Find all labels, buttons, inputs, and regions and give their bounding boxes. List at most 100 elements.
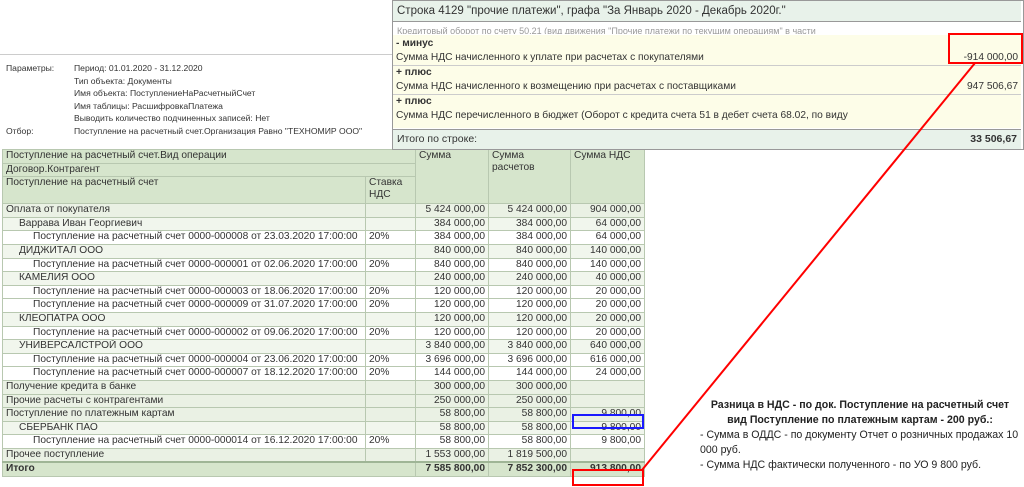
parameter-value: Период: 01.01.2020 - 31.12.2020 <box>74 63 203 73</box>
panel-body: - минус Сумма НДС начисленного к уплате … <box>393 35 1021 128</box>
table-row[interactable]: Прочее поступление 1 553 000,00 1 819 500,… <box>2 447 645 463</box>
report-table: Поступление на расчетный счет.Вид операц… <box>2 148 645 478</box>
row-vat: 20 000,00 <box>570 284 645 300</box>
row-rate: 20% <box>365 325 416 341</box>
row-sum-calc: 58 800,00 <box>488 420 571 436</box>
row-vat: 64 000,00 <box>570 216 645 232</box>
row-name: Поступление на расчетный счет 0000-00000… <box>2 366 366 381</box>
panel-total: Итого по строке: 33 506,67 <box>393 129 1021 149</box>
total-sum: 7 585 800,00 <box>415 461 489 478</box>
row-sum: 300 000,00 <box>415 379 489 395</box>
table-row[interactable]: Поступление на расчетный счет 0000-00000… <box>2 257 645 273</box>
row-sum-calc: 1 819 500,00 <box>488 447 571 463</box>
row-sum-calc: 384 000,00 <box>488 216 571 232</box>
header-vat: Сумма НДС <box>570 148 645 205</box>
row-vat <box>570 393 645 409</box>
header-sum: Сумма <box>415 148 489 205</box>
row-sum: 250 000,00 <box>415 393 489 409</box>
row-sum-calc: 3 840 000,00 <box>488 339 571 354</box>
table-row[interactable]: УНИВЕРСАЛСТРОЙ ООО 3 840 000,00 3 840 000,… <box>2 339 645 354</box>
table-row[interactable]: КАМЕЛИЯ ООО 240 000,00 240 000,00 40 000,00 <box>2 271 645 286</box>
row-sum-calc: 120 000,00 <box>488 325 571 341</box>
row-sum: 120 000,00 <box>415 298 489 313</box>
row-rate <box>365 216 416 232</box>
plus1-value: 947 506,67 <box>967 81 1018 92</box>
row-rate <box>365 447 416 463</box>
row-vat: 40 000,00 <box>570 271 645 286</box>
row-vat <box>570 447 645 463</box>
row-name: Варрава Иван Георгиевич <box>2 216 366 232</box>
row-sum-calc: 144 000,00 <box>488 366 571 381</box>
row-name: КАМЕЛИЯ ООО <box>2 271 366 286</box>
parameter-value: Тип объекта: Документы <box>74 75 172 86</box>
total-sum-calc: 7 852 300,00 <box>488 461 571 478</box>
parameter-row: Имя таблицы: РасшифровкаПлатежа <box>6 101 223 111</box>
row-sum-calc: 120 000,00 <box>488 284 571 300</box>
note-line-2: - Сумма НДС фактически полученного - по … <box>700 459 982 471</box>
parameter-row: Отбор: Поступление на расчетный счет.Орга… <box>6 126 362 136</box>
header-document: Поступление на расчетный счет <box>2 176 366 205</box>
row-sum-calc: 120 000,00 <box>488 311 571 327</box>
table-row[interactable]: ДИДЖИТАЛ ООО 840 000,00 840 000,00 140 000,… <box>2 243 645 259</box>
panel-cut-line: Кредитовый оборот по счету 50.21 (вид дв… <box>397 26 816 34</box>
row-name: УНИВЕРСАЛСТРОЙ ООО <box>2 339 366 354</box>
minus-label: - минус <box>396 38 434 49</box>
row-rate <box>365 311 416 327</box>
total-row: Итого 7 585 800,00 7 852 300,00 913 800,00 <box>2 461 645 478</box>
row-sum: 5 424 000,00 <box>415 203 489 218</box>
row-sum: 840 000,00 <box>415 243 489 259</box>
row-sum-calc: 3 696 000,00 <box>488 352 571 368</box>
row-name: СБЕРБАНК ПАО <box>2 420 366 436</box>
row-name: Поступление на расчетный счет 0000-00000… <box>2 230 366 245</box>
row-sum: 58 800,00 <box>415 434 489 449</box>
table-row[interactable]: Поступление на расчетный счет 0000-00000… <box>2 284 645 300</box>
total-value: 33 506,67 <box>970 133 1017 145</box>
header-contractor: Договор.Контрагент <box>2 162 416 178</box>
table-row[interactable]: Варрава Иван Георгиевич 384 000,00 384 000… <box>2 216 645 232</box>
row-name: Поступление на расчетный счет 0000-00001… <box>2 434 366 449</box>
row-vat: 24 000,00 <box>570 366 645 381</box>
row-sum-calc: 58 800,00 <box>488 407 571 422</box>
total-name: Итого <box>2 461 416 478</box>
parameter-value: Поступление на расчетный счет.Организаци… <box>74 126 363 136</box>
row-name: ДИДЖИТАЛ ООО <box>2 243 366 259</box>
row-name: Оплата от покупателя <box>2 203 366 218</box>
plus2-text: Сумма НДС перечисленного в бюджет (Оборо… <box>396 110 848 121</box>
table-row[interactable]: СБЕРБАНК ПАО 58 800,00 58 800,00 9 800,00 <box>2 420 645 436</box>
parameter-row: Параметры: Период: 01.01.2020 - 31.12.202… <box>6 63 203 73</box>
note-line-1: - Сумма в ОДДС - по документу Отчет о ро… <box>700 429 1019 456</box>
row-rate <box>365 407 416 422</box>
table-row[interactable]: Поступление на расчетный счет 0000-00001… <box>2 434 645 449</box>
row-sum: 120 000,00 <box>415 325 489 341</box>
minus-value: -914 000,00 <box>963 52 1018 63</box>
table-row[interactable]: Поступление на расчетный счет 0000-00000… <box>2 230 645 245</box>
report-parameters: Параметры: Период: 01.01.2020 - 31.12.202… <box>0 54 392 147</box>
row-sum: 384 000,00 <box>415 230 489 245</box>
row-sum: 240 000,00 <box>415 271 489 286</box>
parameter-value: Выводить количество подчиненных записей:… <box>74 113 270 124</box>
parameter-row: Выводить количество подчиненных записей:… <box>6 113 270 123</box>
row-name: Прочее поступление <box>2 447 366 463</box>
row-rate: 20% <box>365 284 416 300</box>
row-vat: 616 000,00 <box>570 352 645 368</box>
parameter-row: Тип объекта: Документы <box>6 76 172 86</box>
row-sum: 120 000,00 <box>415 284 489 300</box>
header-sum-calc: Сумма расчетов <box>488 148 571 205</box>
plus1-text: Сумма НДС начисленного к возмещению при … <box>396 81 736 92</box>
row-rate <box>365 203 416 218</box>
row-vat: 9 800,00 <box>570 434 645 449</box>
parameter-value: Имя таблицы: РасшифровкаПлатежа <box>74 100 223 111</box>
plus1-label: + плюс <box>396 67 432 78</box>
total-label: Итого по строке: <box>397 133 478 145</box>
row-rate: 20% <box>365 366 416 381</box>
plus2-label: + плюс <box>396 96 432 107</box>
note-heading-2: вид Поступление по платежным картам - 20… <box>727 414 993 426</box>
row-sum: 3 696 000,00 <box>415 352 489 368</box>
row-name: Поступление на расчетный счет 0000-00000… <box>2 284 366 300</box>
parameter-value: Имя объекта: ПоступлениеНаРасчетныйСчет <box>74 88 256 99</box>
row-name: Поступление на расчетный счет 0000-00000… <box>2 298 366 313</box>
table-row[interactable]: Оплата от покупателя 5 424 000,00 5 424 00… <box>2 203 645 218</box>
panel-title: Строка 4129 "прочие платежи", графа "За … <box>393 1 1021 22</box>
row-sum-calc: 384 000,00 <box>488 230 571 245</box>
